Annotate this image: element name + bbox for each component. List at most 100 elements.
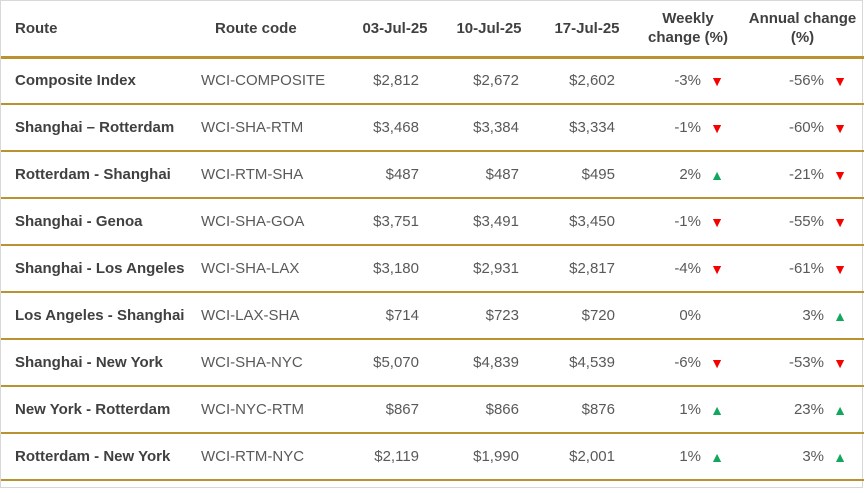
annual-change-value: -61% xyxy=(788,260,824,277)
route-cell: Composite Index xyxy=(15,72,136,90)
price-cell: $2,817 xyxy=(569,260,615,277)
down-arrow-icon: ▼ xyxy=(833,72,847,89)
weekly-change-cell: -1% ▼ xyxy=(635,198,741,245)
price-cell: $1,990 xyxy=(473,448,519,465)
annual-change-value: -53% xyxy=(788,354,824,371)
col-header-route: Route xyxy=(15,19,58,37)
price-cell: $3,491 xyxy=(473,213,519,230)
route-code-cell: WCI-SHA-NYC xyxy=(201,354,303,371)
annual-change-cell: -21% ▼ xyxy=(741,151,864,198)
route-cell: Shanghai - Genoa xyxy=(15,213,143,230)
table-row: Rotterdam - New York WCI-RTM-NYC $2,119 … xyxy=(1,433,864,480)
table-row: Shanghai - Genoa WCI-SHA-GOA $3,751 $3,4… xyxy=(1,198,864,245)
table-row: New York - Rotterdam WCI-NYC-RTM $867 $8… xyxy=(1,386,864,433)
annual-change-cell: -55% ▼ xyxy=(741,198,864,245)
wci-rates-table: Route Route code 03-Jul-25 10-Jul-25 17-… xyxy=(1,1,864,481)
weekly-change-cell: 2% ▲ xyxy=(635,151,741,198)
col-header-10-jul-25: 10-Jul-25 xyxy=(456,19,522,37)
annual-change-cell: -60% ▼ xyxy=(741,104,864,151)
price-cell: $714 xyxy=(385,307,419,324)
down-arrow-icon: ▼ xyxy=(710,72,724,89)
price-cell: $487 xyxy=(385,166,419,183)
price-cell: $867 xyxy=(385,401,419,418)
table-row: Shanghai - Los Angeles WCI-SHA-LAX $3,18… xyxy=(1,245,864,292)
down-arrow-icon: ▼ xyxy=(710,354,724,371)
price-cell: $2,672 xyxy=(473,72,519,90)
price-cell: $4,539 xyxy=(569,354,615,371)
weekly-change-cell: -3% ▼ xyxy=(635,57,741,104)
table-row: Shanghai – Rotterdam WCI-SHA-RTM $3,468 … xyxy=(1,104,864,151)
col-header-17-jul-25: 17-Jul-25 xyxy=(554,19,620,37)
col-header-annual-change: Annual change (%) xyxy=(748,9,857,47)
route-code-cell: WCI-RTM-SHA xyxy=(201,166,304,183)
route-code-cell: WCI-NYC-RTM xyxy=(201,401,305,418)
down-arrow-icon: ▼ xyxy=(833,354,847,371)
weekly-change-value: 1% xyxy=(679,401,701,418)
annual-change-cell: -53% ▼ xyxy=(741,339,864,386)
down-arrow-icon: ▼ xyxy=(833,119,847,136)
route-cell: Shanghai – Rotterdam xyxy=(15,119,175,136)
price-cell: $5,070 xyxy=(373,354,419,371)
route-code-cell: WCI-SHA-GOA xyxy=(201,213,305,230)
annual-change-value: -55% xyxy=(788,213,824,230)
table-row: Shanghai - New York WCI-SHA-NYC $5,070 $… xyxy=(1,339,864,386)
annual-change-value: 3% xyxy=(802,448,824,465)
weekly-change-value: -1% xyxy=(674,119,701,136)
weekly-change-cell: 1% ▲ xyxy=(635,386,741,433)
route-code-cell: WCI-SHA-LAX xyxy=(201,260,300,277)
up-arrow-icon: ▲ xyxy=(833,401,847,418)
table-row: Composite Index WCI-COMPOSITE $2,812 $2,… xyxy=(1,57,864,104)
weekly-change-value: -4% xyxy=(674,260,701,277)
price-cell: $866 xyxy=(485,401,519,418)
down-arrow-icon: ▼ xyxy=(833,213,847,230)
table-row: Los Angeles - Shanghai WCI-LAX-SHA $714 … xyxy=(1,292,864,339)
price-cell: $3,450 xyxy=(569,213,615,230)
route-cell: Los Angeles - Shanghai xyxy=(15,307,185,324)
down-arrow-icon: ▼ xyxy=(833,260,847,277)
up-arrow-icon: ▲ xyxy=(710,401,724,418)
price-cell: $495 xyxy=(581,166,615,183)
annual-change-value: -56% xyxy=(788,72,824,90)
price-cell: $2,812 xyxy=(373,72,419,90)
annual-change-cell: 23% ▲ xyxy=(741,386,864,433)
route-code-cell: WCI-COMPOSITE xyxy=(201,72,326,90)
price-cell: $876 xyxy=(581,401,615,418)
col-header-weekly-change: Weekly change (%) xyxy=(647,9,728,47)
annual-change-cell: -61% ▼ xyxy=(741,245,864,292)
price-cell: $3,468 xyxy=(373,119,419,136)
down-arrow-icon: ▼ xyxy=(710,119,724,136)
up-arrow-icon: ▲ xyxy=(833,307,847,324)
weekly-change-value: -3% xyxy=(674,72,701,90)
price-cell: $2,119 xyxy=(374,448,419,465)
up-arrow-icon: ▲ xyxy=(833,448,847,465)
route-code-cell: WCI-SHA-RTM xyxy=(201,119,304,136)
route-code-cell: WCI-RTM-NYC xyxy=(201,448,305,465)
col-header-route-code: Route code xyxy=(215,19,297,37)
annual-change-value: 3% xyxy=(802,307,824,324)
price-cell: $2,602 xyxy=(569,72,615,90)
weekly-change-cell: -4% ▼ xyxy=(635,245,741,292)
annual-change-value: -21% xyxy=(788,166,824,183)
price-cell: $2,931 xyxy=(473,260,519,277)
weekly-change-cell: 0% ▲ xyxy=(635,292,741,339)
down-arrow-icon: ▼ xyxy=(833,166,847,183)
route-code-cell: WCI-LAX-SHA xyxy=(201,307,300,324)
route-cell: Shanghai - Los Angeles xyxy=(15,260,185,277)
weekly-change-cell: -6% ▼ xyxy=(635,339,741,386)
price-cell: $2,001 xyxy=(569,448,615,465)
weekly-change-value: 1% xyxy=(679,448,701,465)
weekly-change-cell: -1% ▼ xyxy=(635,104,741,151)
up-arrow-icon: ▲ xyxy=(710,166,724,183)
col-header-03-jul-25: 03-Jul-25 xyxy=(362,19,428,37)
table-header-row: Route Route code 03-Jul-25 10-Jul-25 17-… xyxy=(1,1,864,57)
route-cell: New York - Rotterdam xyxy=(15,401,171,418)
weekly-change-value: -1% xyxy=(674,213,701,230)
route-cell: Rotterdam - Shanghai xyxy=(15,166,171,183)
annual-change-cell: 3% ▲ xyxy=(741,292,864,339)
down-arrow-icon: ▼ xyxy=(710,213,724,230)
annual-change-cell: -56% ▼ xyxy=(741,57,864,104)
annual-change-value: 23% xyxy=(793,401,824,418)
annual-change-cell: 3% ▲ xyxy=(741,433,864,480)
price-cell: $487 xyxy=(485,166,519,183)
